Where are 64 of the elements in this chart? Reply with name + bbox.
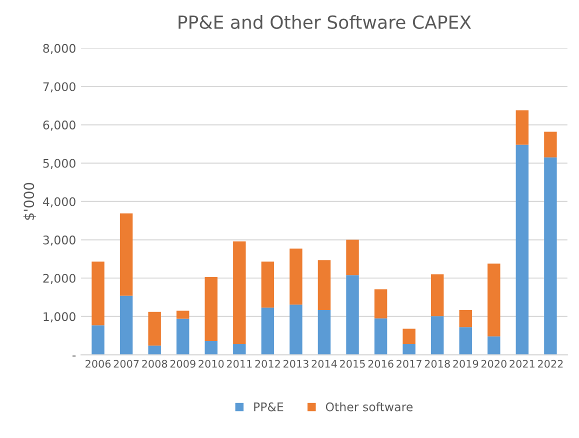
bar	[233, 344, 246, 355]
y-tick-label: 3,000	[43, 236, 76, 246]
bar	[374, 318, 388, 355]
bar	[261, 308, 274, 355]
x-tick-label: 2018	[424, 360, 450, 368]
x-tick-label: 2008	[142, 360, 168, 368]
bar	[290, 248, 302, 305]
legend-label: Other software	[326, 402, 413, 412]
bar	[459, 327, 472, 355]
bar	[459, 310, 472, 328]
bar	[148, 312, 161, 346]
bar	[92, 262, 104, 326]
y-tick-label: -	[72, 356, 76, 357]
bar	[374, 289, 388, 318]
x-tick-label: 2006	[86, 360, 111, 368]
bar	[402, 344, 416, 355]
bar	[204, 276, 218, 341]
bar	[516, 110, 529, 145]
bar	[544, 157, 557, 355]
x-tick-label: 2019	[453, 360, 478, 368]
bar	[92, 325, 104, 355]
bar	[318, 310, 331, 355]
bar	[516, 144, 529, 355]
bar	[346, 240, 359, 276]
legend-label: PP&E	[254, 402, 284, 412]
x-tick-label: 2017	[396, 360, 422, 368]
bar	[176, 318, 190, 355]
bar	[261, 262, 274, 308]
bar	[346, 275, 359, 355]
y-tick-label: 4,000	[42, 197, 76, 208]
bar	[488, 264, 500, 336]
y-tick-label: 5,000	[43, 158, 76, 170]
x-tick-label: 2021	[510, 360, 534, 368]
x-tick-label: 2014	[312, 360, 337, 368]
bar	[402, 328, 416, 344]
y-axis-title: $'000	[23, 182, 36, 220]
x-tick-label: 2011	[226, 360, 252, 368]
bar	[233, 241, 246, 344]
bar	[544, 132, 557, 158]
x-tick-label: 2010	[198, 360, 224, 368]
chart-title: PP&E and Other Software CAPEX	[178, 15, 472, 29]
bar	[120, 296, 133, 355]
bar	[488, 336, 500, 355]
x-tick-label: 2016	[368, 360, 394, 368]
x-tick-label: 2007	[114, 360, 139, 368]
bar	[430, 274, 444, 316]
y-tick-label: 2,000	[43, 274, 76, 284]
x-tick-label: 2020	[481, 360, 506, 368]
x-tick-label: 2022	[538, 360, 563, 368]
x-tick-label: 2015	[340, 360, 365, 368]
bar	[204, 340, 218, 355]
bar	[176, 310, 190, 319]
bar	[430, 316, 444, 355]
bar	[148, 346, 161, 355]
y-tick-label: 7,000	[43, 82, 76, 92]
x-tick-label: 2009	[170, 360, 196, 368]
x-tick-label: 2012	[255, 360, 280, 368]
bar	[318, 260, 331, 310]
x-tick-label: 2013	[283, 360, 308, 368]
y-tick-label: 1,000	[44, 312, 76, 322]
bar	[120, 213, 133, 296]
bar	[290, 304, 302, 355]
y-tick-label: 8,000	[43, 44, 76, 54]
y-tick-label: 6,000	[43, 120, 76, 131]
